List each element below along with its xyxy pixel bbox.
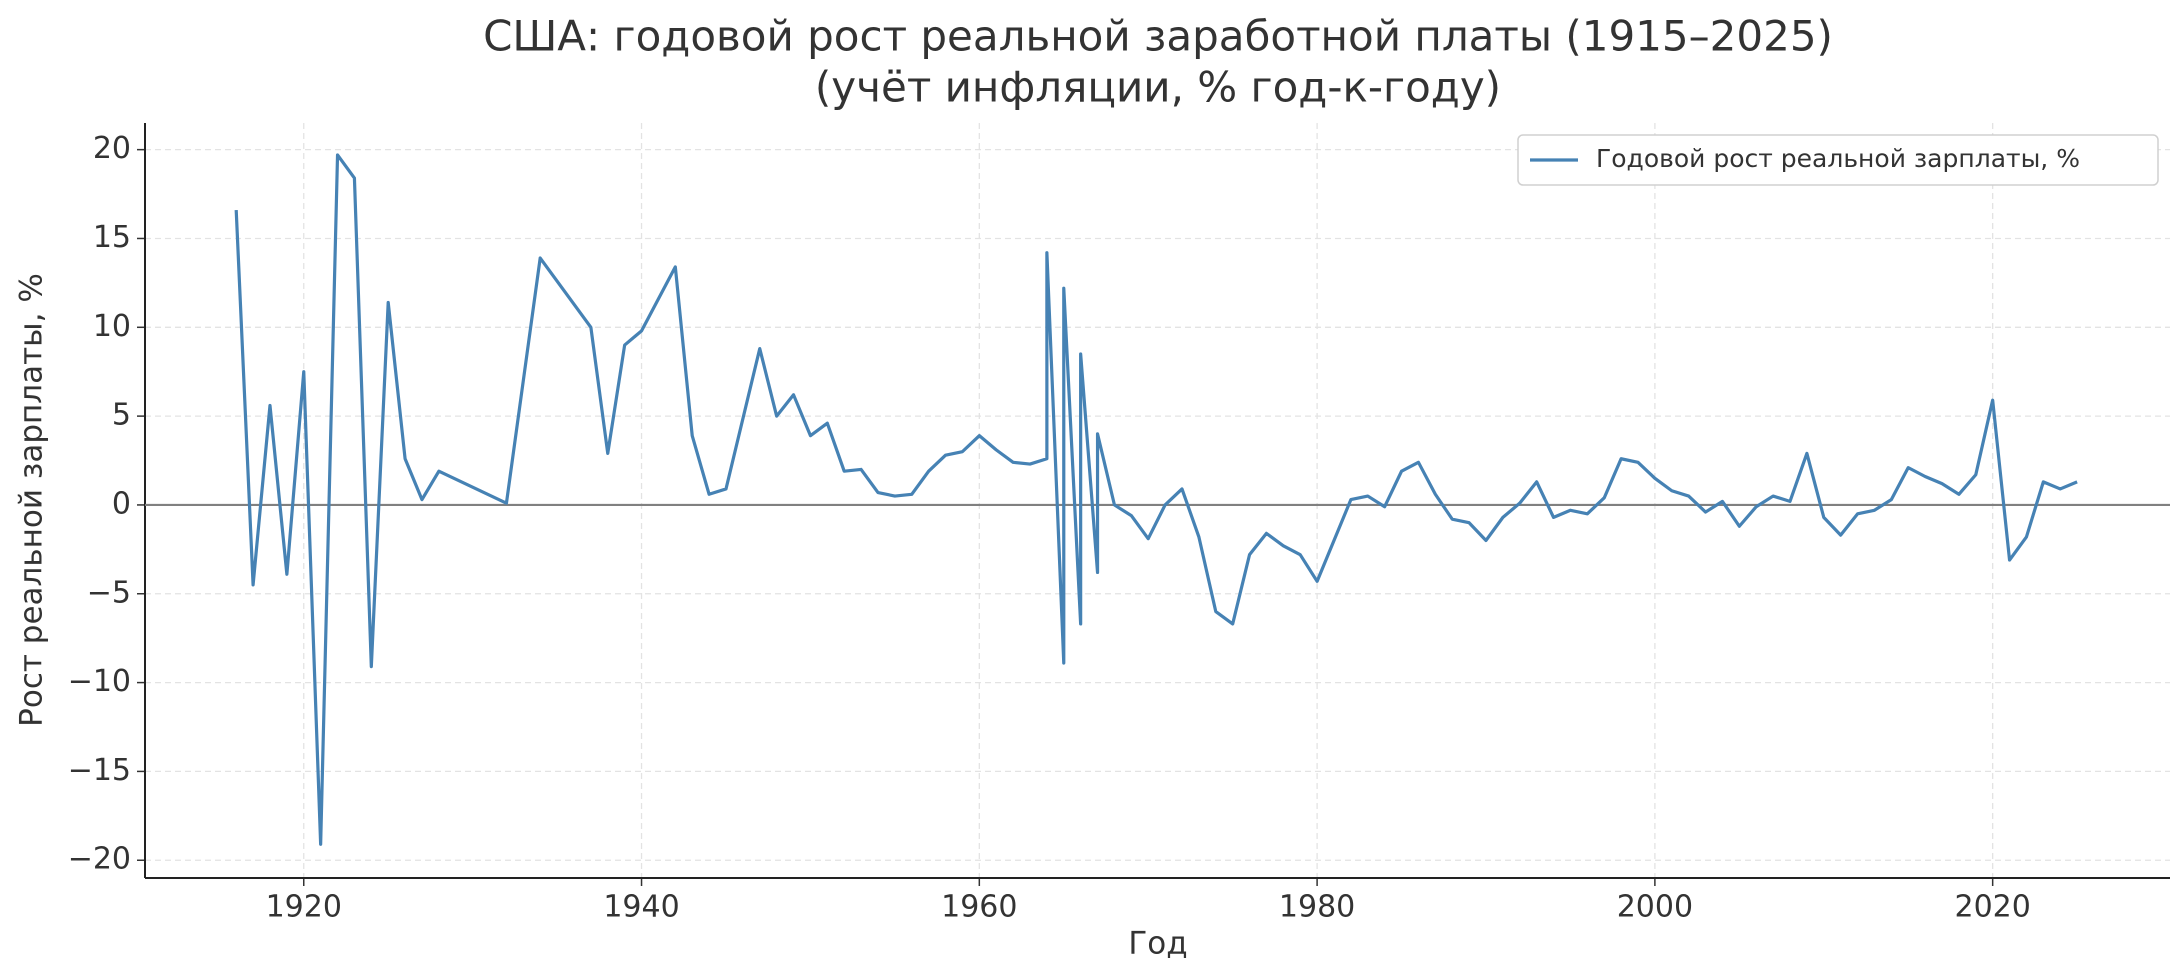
chart-title: США: годовой рост реальной заработной пл… <box>483 12 1833 61</box>
x-axis-label: Год <box>1128 926 1187 962</box>
x-tick-label: 1940 <box>603 890 679 925</box>
legend-box <box>1517 134 2159 186</box>
chart-subtitle: (учёт инфляции, % год-к-году) <box>815 63 1501 112</box>
x-tick-label: 1920 <box>266 890 342 925</box>
y-tick-label: −10 <box>68 664 131 699</box>
x-tick-label: 2020 <box>1954 890 2030 925</box>
y-tick-label: −15 <box>68 753 131 788</box>
data-line <box>234 153 2078 846</box>
y-tick-label: 0 <box>112 486 131 521</box>
y-tick-label: 5 <box>112 398 131 433</box>
y-tick-label: 10 <box>93 309 131 344</box>
x-tick-label: 2000 <box>1617 890 1693 925</box>
y-tick-label: 15 <box>93 220 131 255</box>
x-tick-label: 1980 <box>1279 890 1355 925</box>
y-axis-label: Рост реальной зарплаты, % <box>14 273 50 727</box>
legend-label: Годовой рост реальной зарплаты, % <box>1596 144 2080 173</box>
x-tick-label: 1960 <box>941 890 1017 925</box>
y-tick-label: −5 <box>87 575 131 610</box>
y-tick-label: −20 <box>68 842 131 877</box>
y-tick-label: 20 <box>93 131 131 166</box>
